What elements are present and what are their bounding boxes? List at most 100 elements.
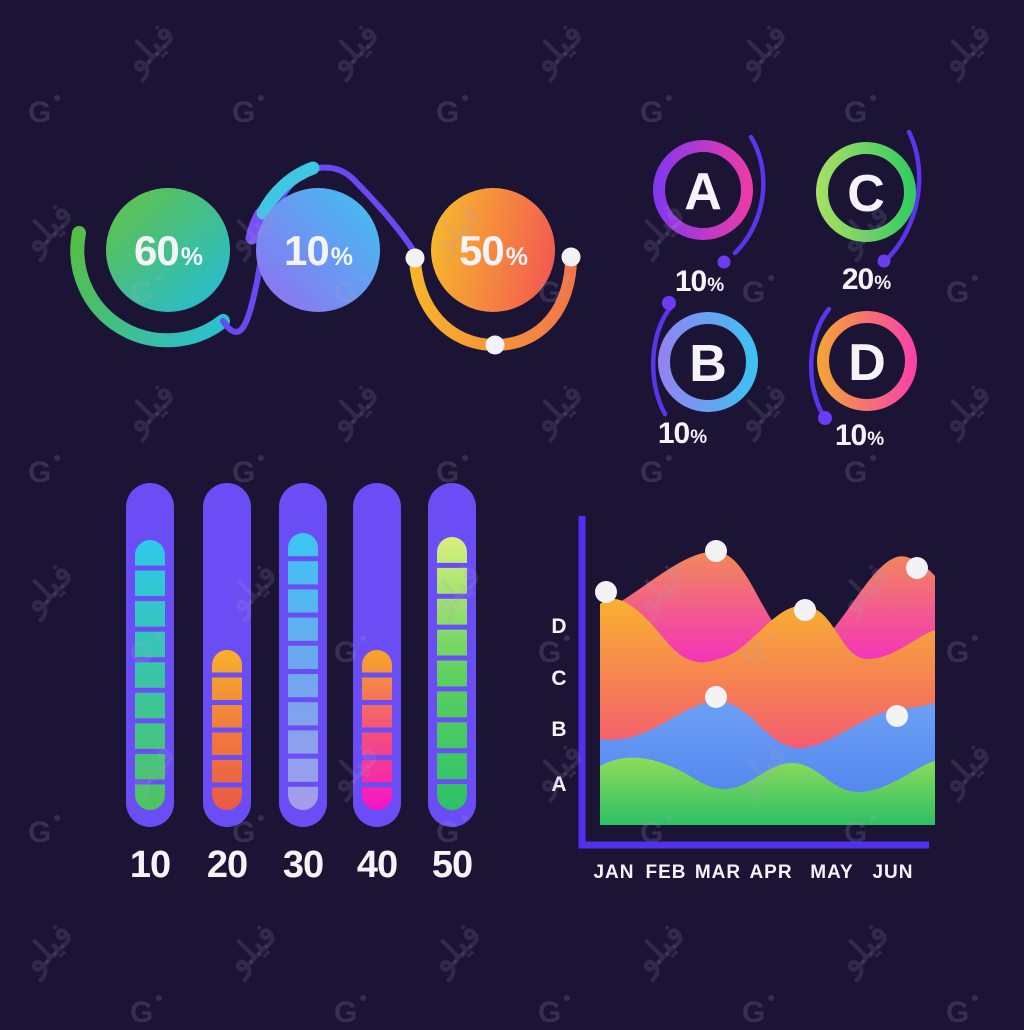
bar-segment-divider (437, 624, 467, 630)
bar-segment-divider (135, 748, 165, 754)
y-axis-label: D (551, 615, 566, 638)
ring-c-swoosh-dot (877, 254, 891, 268)
ring-a-letter: A (684, 163, 722, 221)
bar-segment-divider (437, 748, 467, 754)
data-point-dot (794, 599, 816, 621)
bar-segment-divider (437, 593, 467, 599)
data-point-dot (906, 557, 928, 579)
ring-a-swoosh (732, 134, 766, 256)
ring-d-swoosh (808, 306, 832, 418)
chart-axes (578, 516, 929, 849)
bar-axis-label: 50 (432, 844, 472, 886)
bar-segment-divider (212, 755, 242, 760)
flow-step-circle-2 (256, 188, 380, 312)
bar-segment-divider (437, 717, 467, 723)
bar-segment-divider (212, 700, 242, 705)
flow-marker-dot (561, 247, 581, 267)
ring-b-swoosh-dot (662, 296, 676, 310)
flow-step-circle-3 (431, 188, 555, 312)
bar-segment-divider (135, 687, 165, 693)
bar-segment-divider (288, 753, 318, 759)
bar-segment-divider (135, 596, 165, 602)
ring-c-letter: C (847, 165, 885, 223)
bar-axis-label: 20 (207, 844, 247, 886)
x-axis-label: FEB (646, 862, 687, 883)
flow-marker-dot (485, 335, 505, 355)
flow-step-value-2: 10% (284, 227, 353, 274)
bar-fill (135, 540, 165, 810)
bar-segment-divider (362, 727, 392, 733)
ring-b-value: 10% (658, 417, 707, 450)
bar-segment-divider (135, 565, 165, 571)
data-point-dot (705, 686, 727, 708)
bar-segment-divider (362, 755, 392, 760)
y-axis-label: B (551, 718, 566, 741)
ring-d (817, 311, 917, 411)
ring-d-value: 10% (835, 419, 884, 452)
data-point-dot (886, 705, 908, 727)
x-axis-label: MAR (695, 862, 741, 883)
bar-axis-label: 40 (357, 844, 397, 886)
ring-c (816, 142, 916, 242)
x-axis-label: JAN (593, 862, 634, 883)
flow-arc-step1 (70, 226, 230, 348)
ring-d-letter: D (848, 334, 886, 392)
y-axis-label: A (551, 773, 566, 796)
bar-segment-divider (437, 686, 467, 692)
bar-segment-divider (362, 700, 392, 705)
ring-a-swoosh-dot (717, 255, 731, 269)
ring-chart-a: A 10% (653, 134, 766, 298)
bar-segment-divider (288, 640, 318, 646)
wave-area-chart: D C B A JAN FEB MAR APR MAY JUN (551, 516, 935, 883)
ring-d-swoosh-dot (818, 411, 832, 425)
ring-chart-b: B 10% (650, 296, 758, 450)
bar-segment-divider (362, 672, 392, 678)
bar-segment-divider (212, 727, 242, 733)
bar-segment-divider (288, 725, 318, 731)
data-point-dot (705, 540, 727, 562)
bar-axis-label: 30 (283, 844, 323, 886)
segmented-bar-chart: 10 20 30 40 50 (126, 483, 476, 886)
flow-step-value-1: 60% (134, 227, 203, 274)
flow-arc-step2 (256, 161, 320, 220)
bar-segment-divider (288, 556, 318, 562)
x-axis-label: MAY (810, 862, 853, 883)
bar-segment-divider (135, 779, 165, 785)
x-axis-label: JUN (872, 862, 913, 883)
ring-a (653, 140, 753, 240)
ring-chart-d: D 10% (808, 306, 917, 452)
bar-segment-divider (288, 612, 318, 618)
bar-segment-divider (288, 669, 318, 674)
ring-c-swoosh (886, 129, 922, 260)
bar-segment-divider (288, 584, 318, 590)
flow-step-value-3: 50% (459, 227, 528, 274)
bar-segment-divider (288, 781, 318, 787)
bar-segment-divider (362, 782, 392, 788)
bar-segment-divider (135, 626, 165, 632)
bar-segment-divider (437, 655, 467, 661)
bar-segment-divider (135, 718, 165, 724)
ring-c-value: 20% (842, 263, 891, 296)
flow-step-circle-1 (106, 188, 230, 312)
bar-fill (437, 537, 467, 810)
bar-segment-divider (212, 782, 242, 788)
ring-chart-c: C 20% (816, 129, 922, 296)
ring-b-swoosh (650, 304, 674, 417)
bar-segment-divider (437, 779, 467, 785)
x-axis-label: APR (749, 862, 792, 883)
bar-segment-divider (437, 562, 467, 568)
flow-chart: 60% 10% 50% (70, 161, 581, 355)
bar-segment-divider (212, 672, 242, 678)
ring-a-value: 10% (675, 265, 724, 298)
bar-segment-divider (288, 697, 318, 703)
flow-marker-dot (405, 248, 425, 268)
ring-charts: A 10% C 20% B 10% D 10% (650, 129, 922, 452)
y-axis-label: C (551, 667, 566, 690)
bar-segment-divider (135, 657, 165, 663)
ring-b-letter: B (689, 335, 727, 393)
bar-axis-label: 10 (130, 844, 170, 886)
ring-b (658, 312, 758, 412)
wave-series-green (600, 757, 935, 825)
